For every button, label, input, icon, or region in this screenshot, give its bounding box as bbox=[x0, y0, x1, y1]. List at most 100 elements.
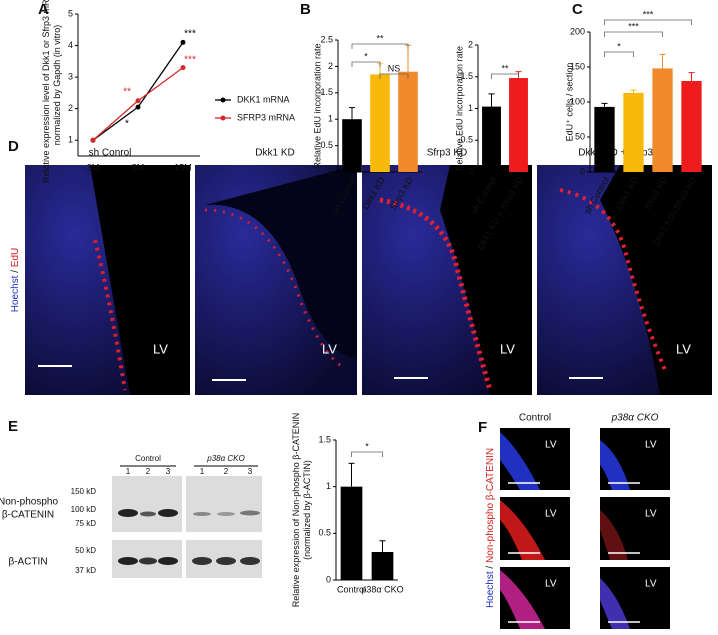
bar bbox=[482, 106, 501, 172]
region-label: LV bbox=[645, 579, 657, 590]
group-label: Control bbox=[135, 454, 161, 463]
y-axis-label: Relative EdU incorporation rate bbox=[454, 46, 464, 171]
lane-label: 3 bbox=[166, 467, 171, 476]
y-axis-label: Relative EdU incorporation rate bbox=[312, 43, 322, 168]
y-tick-label: 2 bbox=[68, 103, 73, 113]
y-axis-label: normalized by Gapdh (in vitro) bbox=[52, 25, 62, 146]
annotation: NS bbox=[388, 63, 401, 73]
panel-label: F bbox=[478, 419, 487, 436]
line bbox=[92, 67, 184, 141]
marker-label: 100 kD bbox=[71, 505, 97, 514]
y-tick-label: 0 bbox=[468, 166, 473, 176]
region-label: LV bbox=[645, 509, 657, 520]
annotation: *** bbox=[184, 29, 196, 40]
y-tick-label: 1.5 bbox=[460, 71, 473, 81]
x-tick-label: 15M bbox=[174, 162, 192, 172]
micrograph bbox=[195, 165, 357, 395]
bar bbox=[652, 68, 673, 172]
lane-label: 1 bbox=[126, 467, 131, 476]
annotation: *** bbox=[643, 9, 654, 19]
y-tick-label: 1.5 bbox=[320, 87, 333, 97]
y-tick-label: 150 bbox=[570, 61, 585, 71]
significance-bracket bbox=[379, 73, 409, 79]
panel-label: C bbox=[572, 1, 583, 18]
y-tick-label: 2 bbox=[468, 39, 473, 49]
micrograph bbox=[537, 165, 712, 395]
y-tick-label: 0.5 bbox=[460, 135, 473, 145]
y-axis-label: (normalized by β-ACTIN) bbox=[302, 460, 312, 560]
panel-d-images bbox=[25, 165, 712, 395]
region-label: LV bbox=[545, 579, 557, 590]
bar bbox=[371, 552, 394, 580]
stain: / bbox=[485, 566, 496, 569]
stain: EdU bbox=[10, 248, 21, 267]
y-tick-label: 5 bbox=[68, 8, 73, 18]
marker-label: 150 kD bbox=[71, 487, 97, 496]
bar bbox=[340, 486, 363, 580]
region-label: LV bbox=[545, 509, 557, 520]
micrograph bbox=[25, 165, 190, 395]
column-title: Control bbox=[519, 413, 551, 424]
significance-bracket bbox=[604, 19, 692, 25]
region-label: LV bbox=[676, 341, 691, 356]
y-tick-label: 0 bbox=[328, 166, 333, 176]
band-label: Non-phospho bbox=[0, 497, 58, 508]
bar bbox=[623, 92, 644, 172]
stain-label: Hoechst / Non-phospho β-CATENIN bbox=[485, 448, 496, 608]
legend-swatch bbox=[220, 115, 226, 121]
point bbox=[90, 137, 96, 143]
y-tick-label: 1 bbox=[328, 114, 333, 124]
y-tick-label: 50 bbox=[575, 131, 585, 141]
legend-label: SFRP3 mRNA bbox=[237, 112, 295, 122]
annotation: ** bbox=[123, 87, 131, 98]
bar bbox=[398, 71, 418, 172]
y-tick-label: 0 bbox=[326, 574, 331, 584]
marker-label: 37 kD bbox=[75, 566, 96, 575]
panel-label: D bbox=[8, 138, 19, 155]
band-label: β-ACTIN bbox=[8, 557, 47, 568]
annotation: ** bbox=[501, 63, 509, 73]
annotation: ** bbox=[376, 33, 384, 43]
y-tick-label: 1 bbox=[326, 481, 331, 491]
x-tick-label: p38α CKO bbox=[361, 584, 403, 594]
x-tick-label: Control bbox=[337, 584, 366, 594]
band-label: β-CATENIN bbox=[2, 510, 54, 521]
image-title: Dkk1 KD bbox=[255, 148, 294, 159]
significance-bracket bbox=[351, 61, 381, 67]
y-tick-label: 0 bbox=[580, 166, 585, 176]
stain: Non-phospho β-CATENIN bbox=[485, 448, 496, 563]
significance-bracket bbox=[604, 51, 634, 57]
annotation: * bbox=[617, 41, 621, 51]
region-label: LV bbox=[645, 440, 657, 451]
y-tick-label: 1 bbox=[68, 135, 73, 145]
y-tick-label: 1 bbox=[468, 103, 473, 113]
legend-swatch bbox=[220, 97, 226, 103]
y-tick-label: 0.5 bbox=[320, 140, 333, 150]
point bbox=[135, 98, 141, 104]
region-label: LV bbox=[153, 341, 168, 356]
y-tick-label: 100 bbox=[570, 96, 585, 106]
significance-bracket bbox=[351, 451, 383, 457]
lane-label: 2 bbox=[224, 467, 229, 476]
y-axis-label: EdU⁺ cells / section bbox=[564, 63, 574, 142]
panel-label: E bbox=[8, 418, 18, 435]
y-tick-label: 200 bbox=[570, 26, 585, 36]
image-title: sh Conrol bbox=[89, 148, 132, 159]
y-axis-label: Relative expression level of Dkk1 or Sfr… bbox=[41, 0, 51, 183]
line bbox=[92, 42, 184, 141]
bar bbox=[342, 119, 362, 172]
annotation: * bbox=[365, 441, 369, 451]
bar bbox=[509, 78, 528, 172]
panel-label: A bbox=[38, 1, 49, 18]
marker-label: 75 kD bbox=[75, 519, 96, 528]
stain-label: Hoechst / EdU bbox=[10, 248, 21, 312]
significance-bracket bbox=[604, 31, 663, 37]
point bbox=[135, 104, 141, 110]
y-tick-label: 0.5 bbox=[318, 528, 331, 538]
micrograph bbox=[362, 165, 532, 395]
lane-label: 3 bbox=[248, 467, 253, 476]
y-axis-label: Relative expression of Non-phospho β-CAT… bbox=[291, 413, 301, 608]
group-label: p38α CKO bbox=[206, 454, 244, 463]
point bbox=[180, 39, 186, 45]
bar bbox=[594, 106, 615, 172]
